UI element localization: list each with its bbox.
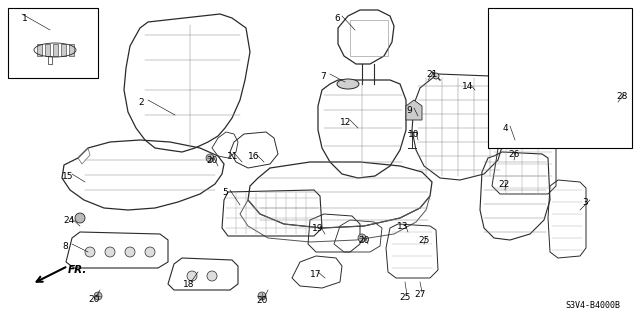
Bar (8, 8, 98, 78)
Bar (488, 8, 632, 148)
Text: 8: 8 (62, 242, 68, 251)
Text: 25: 25 (399, 293, 410, 302)
Ellipse shape (94, 292, 102, 300)
Text: 5: 5 (222, 188, 228, 197)
Bar (37, 44, 42, 56)
Text: 10: 10 (408, 130, 419, 139)
Text: S3V4-B4000B: S3V4-B4000B (565, 301, 620, 310)
Bar (45, 44, 50, 56)
Text: 20: 20 (256, 296, 268, 305)
Text: 25: 25 (418, 236, 429, 245)
Ellipse shape (258, 292, 266, 300)
Text: 20: 20 (88, 295, 99, 304)
Text: 26: 26 (508, 150, 520, 159)
Text: 18: 18 (183, 280, 195, 289)
Text: 11: 11 (227, 152, 239, 161)
Text: 19: 19 (312, 224, 323, 233)
Text: 2: 2 (138, 98, 143, 107)
Text: 16: 16 (248, 152, 259, 161)
Text: 4: 4 (503, 124, 509, 133)
Polygon shape (406, 100, 422, 120)
Ellipse shape (85, 247, 95, 257)
Bar (53, 44, 58, 56)
Ellipse shape (105, 247, 115, 257)
Text: 21: 21 (426, 70, 437, 79)
Ellipse shape (433, 73, 439, 79)
Text: 24: 24 (63, 216, 74, 225)
Text: 6: 6 (334, 14, 340, 23)
Text: 20: 20 (358, 236, 369, 245)
Text: 22: 22 (498, 180, 509, 189)
Bar (69, 44, 74, 56)
Text: 28: 28 (616, 92, 627, 101)
Ellipse shape (207, 271, 217, 281)
Text: 20: 20 (206, 156, 218, 165)
Text: 7: 7 (320, 72, 326, 81)
Text: 15: 15 (62, 172, 74, 181)
Ellipse shape (125, 247, 135, 257)
Text: FR.: FR. (68, 265, 88, 275)
Text: 1: 1 (22, 14, 28, 23)
Text: 17: 17 (310, 270, 321, 279)
Text: 13: 13 (397, 222, 408, 231)
Ellipse shape (75, 213, 85, 223)
Text: 12: 12 (340, 118, 351, 127)
Ellipse shape (337, 79, 359, 89)
Text: 9: 9 (406, 106, 412, 115)
Ellipse shape (358, 234, 366, 242)
Text: 3: 3 (582, 198, 588, 207)
Text: 27: 27 (414, 290, 426, 299)
Bar (61, 44, 66, 56)
Ellipse shape (206, 154, 214, 162)
Ellipse shape (187, 271, 197, 281)
Text: 14: 14 (462, 82, 474, 91)
Ellipse shape (145, 247, 155, 257)
